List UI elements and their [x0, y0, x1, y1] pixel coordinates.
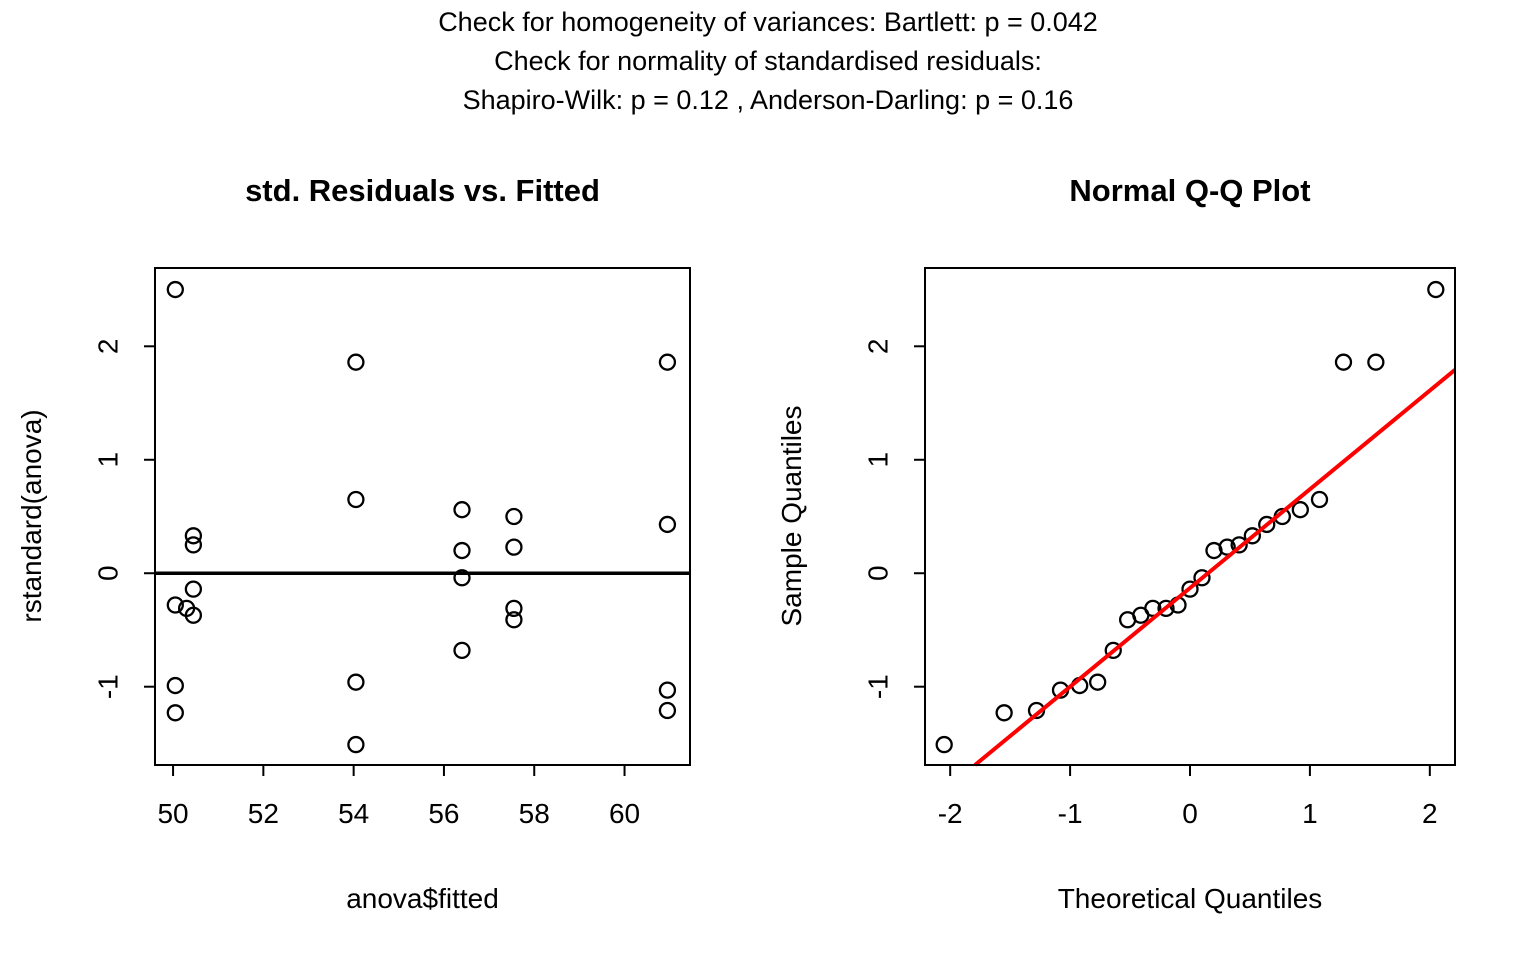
x-tick-label: 54: [338, 798, 369, 829]
data-point: [184, 527, 203, 545]
y-tick-label: -1: [93, 674, 124, 699]
diagnostics-header: Check for homogeneity of variances: Bart…: [0, 3, 1536, 120]
y-tick-label: 0: [863, 565, 894, 581]
data-point: [166, 676, 184, 695]
data-point: [505, 538, 523, 556]
residuals-plot-title: std. Residuals vs. Fitted: [245, 173, 600, 208]
data-point: [505, 507, 523, 526]
y-tick-label: 2: [863, 339, 894, 355]
x-tick-label: 1: [1302, 798, 1318, 829]
data-point: [935, 735, 953, 754]
y-tick-label: 2: [93, 339, 124, 355]
data-point: [1243, 527, 1262, 545]
x-tick-label: 60: [609, 798, 640, 829]
y-tick-label: 0: [93, 565, 124, 581]
data-point: [184, 606, 203, 624]
data-point: [166, 704, 184, 722]
x-tick-label: 52: [248, 798, 279, 829]
data-point: [1258, 515, 1276, 534]
x-tick-label: -1: [1058, 798, 1083, 829]
panel-normal-qq: Normal Q-Q Plot -2 -1 0 1 2 -1 0 1 2 Theoretical…: [768, 155, 1536, 960]
residuals-y-axis-label: rstandard(anova): [16, 409, 47, 623]
x-tick-label: -2: [938, 798, 963, 829]
data-point: [1193, 569, 1211, 587]
residuals-scatter-plot: 50 52 54 56 58 60 -1 0 1 2: [93, 267, 691, 829]
data-point: [505, 611, 523, 629]
data-point: [347, 735, 365, 754]
data-point: [658, 515, 677, 534]
x-tick-label: 50: [157, 798, 188, 829]
axis-box: [154, 267, 691, 766]
data-point: [453, 501, 471, 519]
qq-y-axis-label: Sample Quantiles: [776, 405, 807, 627]
header-line-bartlett: Check for homogeneity of variances: Bart…: [438, 7, 1098, 37]
data-point: [347, 490, 365, 509]
data-point: [505, 599, 523, 618]
data-point: [658, 681, 677, 699]
x-tick-label: 2: [1422, 798, 1438, 829]
data-point: [658, 353, 677, 371]
residuals-x-axis-label: anova$fitted: [346, 883, 499, 914]
x-tick-label: 56: [428, 798, 459, 829]
data-point: [453, 569, 471, 587]
data-point: [658, 701, 677, 720]
data-point: [1427, 280, 1445, 299]
data-point: [1230, 536, 1248, 554]
data-point: [1291, 501, 1309, 519]
data-point: [1218, 538, 1236, 556]
data-point: [347, 673, 365, 691]
panel-residuals-vs-fitted: std. Residuals vs. Fitted 50 52 54 56 58 60 -1…: [0, 155, 768, 960]
x-tick-label: 0: [1182, 798, 1198, 829]
y-tick-label: -1: [863, 674, 894, 699]
data-point: [347, 353, 365, 371]
data-point: [1089, 673, 1107, 691]
data-point: [995, 704, 1013, 722]
data-point: [184, 536, 203, 554]
data-point: [184, 580, 203, 598]
axis-box: [924, 267, 1456, 766]
data-point: [166, 596, 184, 614]
data-point: [453, 541, 471, 560]
data-point: [1157, 599, 1175, 618]
data-point: [1334, 353, 1353, 371]
qq-reference-line: [973, 368, 1457, 767]
y-tick-label: 1: [93, 452, 124, 468]
y-tick-label: 1: [863, 452, 894, 468]
data-point: [1367, 353, 1385, 371]
header-line-normality: Check for normality of standardised resi…: [494, 46, 1042, 76]
data-point: [1181, 580, 1199, 598]
header-line-shapiro: Shapiro-Wilk: p = 0.12 , Anderson-Darlin…: [462, 85, 1074, 115]
x-tick-label: 58: [519, 798, 550, 829]
data-point: [1104, 641, 1122, 660]
data-point: [166, 280, 184, 299]
data-point: [453, 641, 471, 660]
qq-scatter-plot: -2 -1 0 1 2 -1 0 1 2: [863, 267, 1457, 829]
data-point: [1310, 490, 1329, 509]
qq-x-axis-label: Theoretical Quantiles: [1057, 883, 1323, 914]
qq-plot-title: Normal Q-Q Plot: [1069, 173, 1311, 208]
data-point: [1144, 599, 1162, 618]
